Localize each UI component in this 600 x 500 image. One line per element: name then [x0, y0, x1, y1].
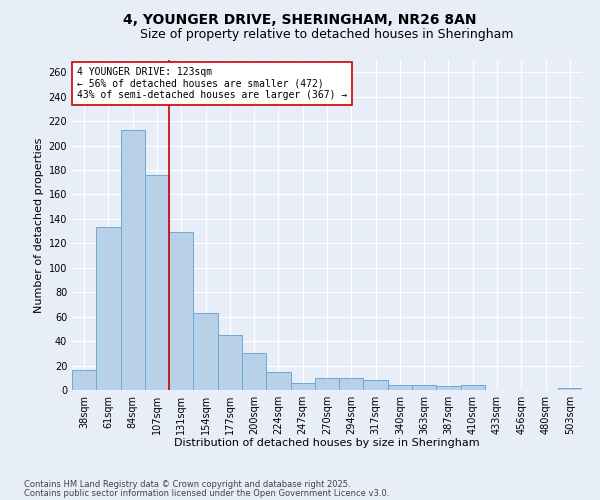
Bar — [193, 313, 218, 390]
Bar — [436, 386, 461, 390]
Bar — [96, 228, 121, 390]
Bar — [388, 385, 412, 390]
Bar — [72, 370, 96, 390]
Bar — [266, 372, 290, 390]
Bar — [461, 385, 485, 390]
Bar — [169, 232, 193, 390]
Bar — [218, 335, 242, 390]
X-axis label: Distribution of detached houses by size in Sheringham: Distribution of detached houses by size … — [174, 438, 480, 448]
Bar — [339, 378, 364, 390]
Bar — [145, 175, 169, 390]
Text: Contains HM Land Registry data © Crown copyright and database right 2025.: Contains HM Land Registry data © Crown c… — [24, 480, 350, 489]
Text: Contains public sector information licensed under the Open Government Licence v3: Contains public sector information licen… — [24, 488, 389, 498]
Bar — [315, 378, 339, 390]
Text: 4 YOUNGER DRIVE: 123sqm
← 56% of detached houses are smaller (472)
43% of semi-d: 4 YOUNGER DRIVE: 123sqm ← 56% of detache… — [77, 66, 347, 100]
Bar — [242, 354, 266, 390]
Y-axis label: Number of detached properties: Number of detached properties — [34, 138, 44, 312]
Bar — [290, 382, 315, 390]
Bar — [412, 385, 436, 390]
Text: 4, YOUNGER DRIVE, SHERINGHAM, NR26 8AN: 4, YOUNGER DRIVE, SHERINGHAM, NR26 8AN — [123, 12, 477, 26]
Bar — [558, 388, 582, 390]
Bar — [364, 380, 388, 390]
Title: Size of property relative to detached houses in Sheringham: Size of property relative to detached ho… — [140, 28, 514, 41]
Bar — [121, 130, 145, 390]
